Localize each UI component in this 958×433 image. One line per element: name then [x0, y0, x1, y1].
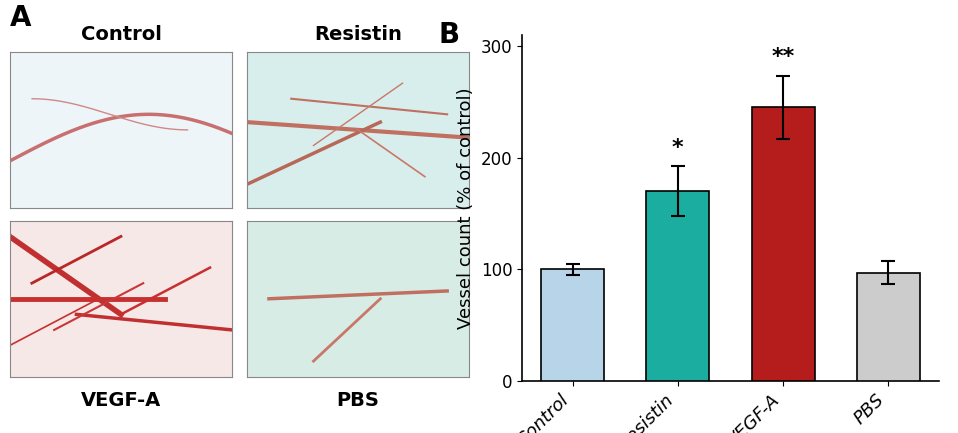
Text: PBS: PBS: [336, 391, 379, 410]
Bar: [647, 191, 710, 381]
Text: *: *: [673, 138, 684, 158]
Text: **: **: [771, 47, 795, 67]
Text: VEGF-A: VEGF-A: [80, 391, 161, 410]
Text: Control: Control: [80, 25, 161, 44]
Y-axis label: Vessel count (% of control): Vessel count (% of control): [457, 87, 475, 329]
Bar: [541, 269, 604, 381]
Text: Resistin: Resistin: [314, 25, 402, 44]
Bar: [751, 107, 814, 381]
Bar: [856, 273, 920, 381]
Text: A: A: [10, 4, 31, 32]
Text: B: B: [439, 21, 460, 49]
